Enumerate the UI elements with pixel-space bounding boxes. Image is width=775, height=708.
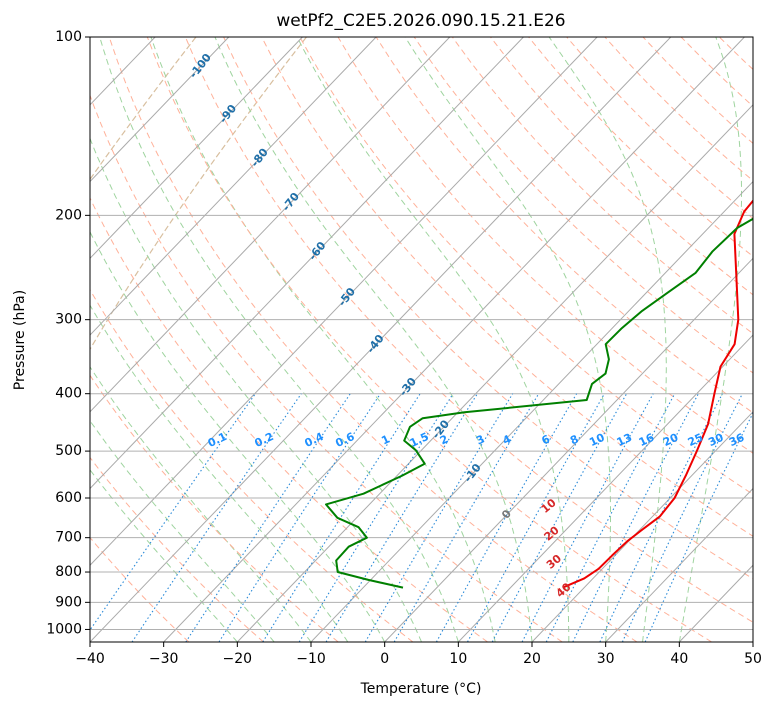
mixing-ratio-label: 36 — [727, 431, 747, 449]
moist-adiabat-line — [296, 37, 570, 642]
x-axis-label: Temperature (°C) — [360, 681, 482, 697]
dry-adiabat-line — [757, 37, 775, 642]
isotherm-line — [90, 37, 303, 260]
mixing-ratio-label: 30 — [706, 431, 726, 449]
dry-adiabat-line — [108, 37, 638, 642]
mixing-ratio-label: 16 — [637, 431, 657, 449]
isotherm-line — [90, 37, 524, 490]
dry-adiabat-line — [146, 37, 712, 642]
mixing-ratio-lines — [90, 393, 753, 642]
dry-adiabat-line — [375, 37, 753, 414]
isotherm-line — [0, 37, 8, 642]
x-tick-label: 10 — [449, 651, 467, 667]
plot-frame — [89, 36, 754, 643]
dry-adiabat-line — [90, 196, 488, 642]
x-tick-label: −20 — [223, 651, 253, 667]
moist-adiabat-line — [90, 419, 275, 642]
x-tick-label: −40 — [75, 651, 105, 667]
temperature-profile-line — [562, 199, 753, 589]
isotherm-line — [90, 37, 377, 336]
x-tick-label: 30 — [597, 651, 615, 667]
isotherm-line — [384, 257, 753, 642]
y-tick-label: 100 — [55, 29, 82, 45]
isotherm-line — [457, 334, 753, 642]
dry-adiabat-line — [490, 37, 753, 296]
x-tick-label: 0 — [380, 651, 389, 667]
moist-adiabat-line — [404, 37, 611, 642]
mixing-ratio-line — [435, 393, 578, 642]
y-tick-label: 800 — [55, 564, 82, 580]
dry-adiabat-line — [223, 37, 753, 580]
isotherm-line — [90, 37, 672, 642]
y-tick-label: 1000 — [46, 621, 82, 637]
y-tick-label: 400 — [55, 386, 82, 402]
moist-adiabat-line — [214, 37, 533, 642]
isotherm-line — [605, 487, 753, 642]
moist-adiabat-line — [150, 37, 496, 642]
y-tick-label: 300 — [55, 312, 82, 328]
chart-title: wetPf2_C2E5.2026.090.15.21.E26 — [276, 11, 565, 31]
dry-adiabat-line — [413, 37, 753, 374]
y-tick-label: 200 — [55, 207, 82, 223]
sounding-series — [325, 199, 753, 589]
x-tick-label: −10 — [296, 651, 326, 667]
mixing-ratio-line — [393, 393, 540, 642]
x-tick-label: 40 — [670, 651, 688, 667]
mixing-ratio-line — [262, 393, 421, 642]
mixing-ratio-line — [218, 393, 381, 642]
x-tick-label: 50 — [744, 651, 762, 667]
moist-adiabat-line — [90, 304, 349, 642]
moist-adiabat-line — [90, 137, 422, 642]
mixing-ratio-line — [325, 393, 478, 642]
mixing-ratio-line — [185, 393, 351, 642]
isotherm-line — [310, 180, 753, 642]
plot-layers: 0.1 0.2 0.4 0.6 1 1.5 2 3 4 6 8 10 13 16 20 25 30 36-100-… — [0, 37, 775, 642]
moist-adiabat-line — [90, 469, 238, 642]
dry-adiabat-line — [184, 37, 753, 623]
y-axis-label: Pressure (hPa) — [12, 290, 28, 390]
mixing-ratio-line — [621, 393, 743, 642]
mixing-ratio-line — [364, 393, 514, 642]
isotherm-line — [752, 641, 753, 642]
isotherm-line — [236, 104, 753, 642]
isotherm-line — [90, 37, 451, 413]
mixing-ratio-label: 13 — [615, 431, 634, 449]
x-tick-label: 20 — [523, 651, 541, 667]
dry-adiabat-line — [90, 456, 264, 642]
dry-adiabat-line — [337, 37, 753, 454]
y-axis-ticks: 100 200 300 400 500 600 700 800 900 1000 — [46, 29, 90, 637]
x-axis-ticks: −40 −30 −20 −10 0 10 20 30 40 50 — [75, 642, 762, 667]
mixing-ratio-line — [467, 393, 605, 642]
mixing-ratio-line — [644, 411, 753, 642]
y-tick-label: 700 — [55, 530, 82, 546]
y-tick-label: 500 — [55, 443, 82, 459]
isotherm-line — [163, 37, 745, 642]
x-tick-label: −30 — [149, 651, 179, 667]
mixing-ratio-line — [572, 393, 699, 642]
isotherm-line — [90, 37, 598, 566]
mixing-ratio-line — [298, 393, 454, 642]
moist-adiabat-line — [548, 37, 667, 642]
moist-adiabat-line — [90, 230, 386, 642]
mixing-ratio-label: 25 — [686, 431, 705, 449]
pressure-gridlines — [90, 37, 753, 630]
dewpoint-profile-line — [325, 217, 753, 589]
mixing-ratio-label: 10 — [587, 431, 607, 449]
mixing-ratio-label: 20 — [661, 431, 681, 449]
saturation-isotherm-line — [90, 37, 307, 351]
isotherm-line — [90, 37, 230, 183]
saturation-isotherms — [90, 37, 307, 351]
dry-adiabat-line — [299, 37, 753, 495]
y-tick-label: 900 — [55, 594, 82, 610]
y-tick-label: 600 — [55, 490, 82, 506]
dry-adiabat-line — [90, 93, 563, 642]
plot-area — [90, 37, 753, 642]
